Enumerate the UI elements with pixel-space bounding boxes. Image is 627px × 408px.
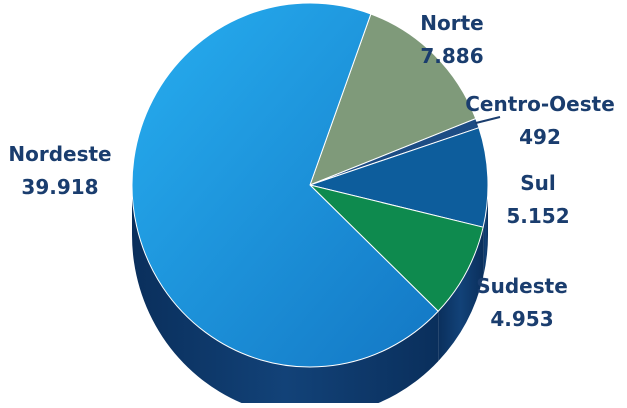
value-label-nordeste: 39.918 [21,175,98,199]
label-norte: Norte [420,11,483,35]
pie-slice-sudeste [309,184,484,312]
pie-labels: Norte 7.886 Centro-Oeste 492 Sul 5.152 Sudeste… [8,11,614,331]
value-label-sul: 5.152 [506,204,569,228]
value-label-centro-oeste: 492 [519,125,561,149]
label-sul: Sul [520,171,556,195]
pie-side-nordeste [132,185,439,408]
label-nordeste: Nordeste [8,142,111,166]
pie-top [131,2,489,368]
pie-slice-sul [309,127,489,228]
pie-slice-nordeste [131,2,439,368]
leader-line-centro-oeste [475,116,501,125]
pie-slice-norte [309,13,477,186]
label-sudeste: Sudeste [476,274,568,298]
label-centro-oeste: Centro-Oeste [465,92,615,116]
value-label-norte: 7.886 [420,44,483,68]
value-label-sudeste: 4.953 [490,307,553,331]
